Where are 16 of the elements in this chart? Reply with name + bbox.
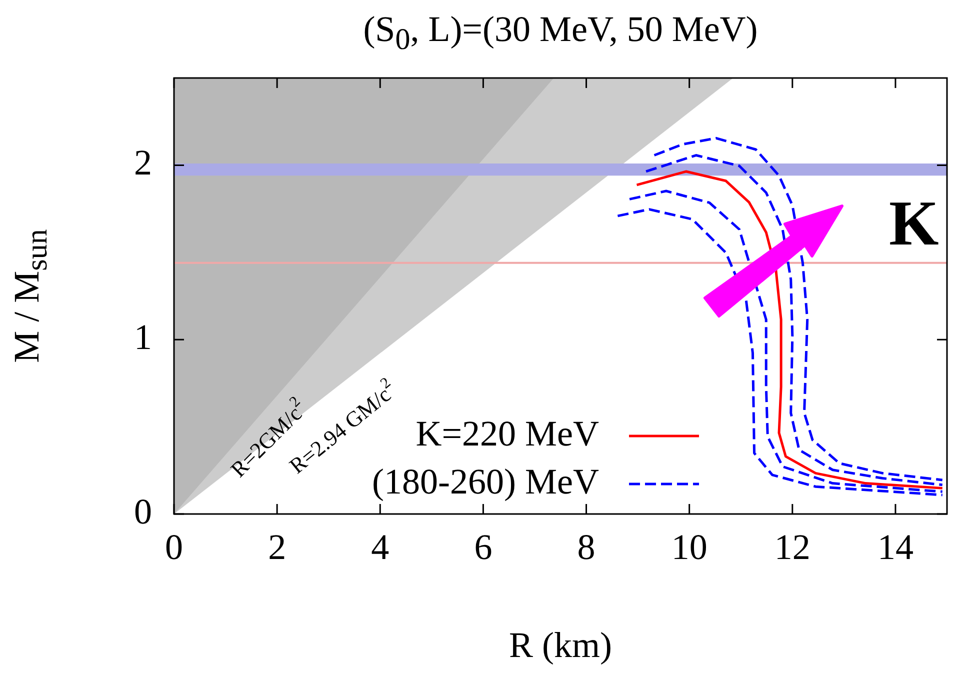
y-tick-label: 1 (134, 317, 152, 358)
y-tick-label: 2 (134, 142, 152, 183)
annotation: K (889, 188, 939, 259)
x-tick-label: 6 (474, 527, 492, 568)
x-axis-title: R (km) (509, 624, 612, 665)
x-tick-label: 10 (671, 527, 708, 568)
x-tick-label: 14 (877, 527, 914, 568)
x-tick-label: 0 (165, 527, 183, 568)
x-tick-label: 4 (371, 527, 390, 568)
x-tick-label: 8 (577, 527, 596, 568)
y-tick-label: 0 (134, 491, 152, 532)
chart-title: (S$_{0}$, L)=(30 MeV, 50 MeV) (362, 8, 759, 58)
x-tick-label: 2 (268, 527, 286, 568)
legend-label: K=220 MeV (416, 413, 599, 454)
legend-label: (180-260) MeV (372, 461, 599, 502)
x-tick-label: 12 (774, 527, 810, 568)
